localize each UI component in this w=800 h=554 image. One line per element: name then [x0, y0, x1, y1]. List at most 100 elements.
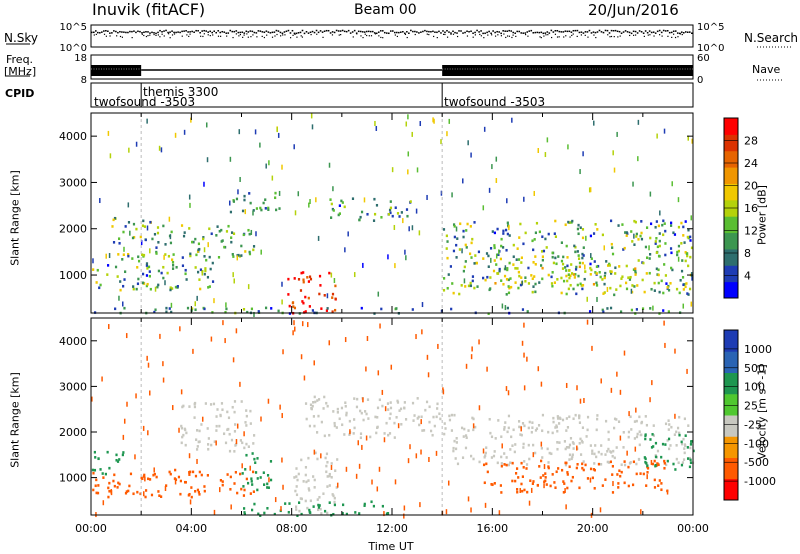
power-panel-cell: [596, 228, 599, 231]
velocity-panel-cell: [243, 507, 246, 510]
nsky-point: [414, 33, 416, 36]
nsearch-point: [259, 30, 262, 32]
nsearch-point: [119, 30, 121, 33]
nsky-point: [352, 36, 354, 38]
nsearch-point: [305, 30, 308, 33]
velocity-panel-cell: [366, 398, 370, 401]
velocity-panel-cell: [646, 466, 650, 470]
velocity-panel-cell: [358, 463, 361, 469]
power-panel-cell: [522, 242, 525, 246]
velocity-panel-cell: [198, 440, 201, 443]
velocity-panel-cell: [335, 486, 338, 489]
power-panel-cell: [663, 128, 666, 134]
power-panel-cell: [375, 203, 379, 207]
power-panel-cell: [681, 259, 684, 262]
velocity-panel-cell: [583, 398, 585, 404]
velocity-panel-cell: [554, 426, 557, 429]
power-panel-cell: [148, 274, 151, 278]
velocity-panel-cell: [505, 386, 508, 392]
nsearch-point: [117, 31, 119, 34]
velocity-panel-cell: [381, 389, 384, 395]
velocity-panel-cell: [515, 467, 519, 470]
power-panel-cell: [579, 226, 582, 229]
power-panel-cell: [375, 125, 378, 131]
velocity-panel-cell: [646, 474, 648, 480]
power-panel-cell: [556, 278, 559, 281]
nsearch-point: [189, 31, 191, 33]
power-panel-cell: [257, 310, 260, 313]
power-panel-cell: [665, 282, 668, 285]
power-panel-cell: [387, 212, 391, 216]
power-panel-cell: [307, 280, 311, 283]
velocity-panel-cell: [106, 450, 109, 454]
power-panel-cell: [670, 221, 673, 225]
nsearch-point: [369, 30, 372, 33]
velocity-panel-cell: [503, 463, 506, 466]
velocity-panel-cell: [364, 410, 367, 413]
velocity-panel-cell: [421, 329, 423, 335]
velocity-panel-cell: [574, 413, 577, 417]
velocity-panel-cell: [403, 505, 406, 511]
nsearch-point: [628, 31, 631, 34]
nsky-point: [613, 36, 615, 38]
power-panel-cell: [145, 264, 149, 267]
power-panel-cell: [123, 278, 126, 281]
nsky-point: [220, 35, 222, 37]
velocity-panel-cell: [596, 417, 599, 421]
power-panel-cell: [594, 271, 597, 274]
nsky-point: [266, 34, 268, 36]
velocity-panel-cell: [683, 417, 686, 421]
velocity-panel-cell: [180, 426, 184, 430]
nsearch-point: [468, 30, 470, 33]
power-panel-cell: [232, 255, 235, 258]
velocity-panel-cell: [353, 397, 356, 400]
velocity-panel-cell: [425, 400, 429, 404]
velocity-panel-cell: [467, 429, 470, 432]
power-panel-cell: [124, 270, 127, 274]
nsearch-point: [448, 31, 450, 33]
nsky-point: [428, 33, 430, 36]
velocity-panel-cell: [646, 464, 649, 468]
velocity-panel-cell: [548, 451, 551, 455]
nsearch-point: [353, 29, 356, 32]
velocity-panel-cell: [622, 446, 625, 449]
power-panel-cell: [411, 308, 414, 311]
velocity-panel-cell: [212, 402, 216, 406]
nsearch-point: [229, 29, 232, 32]
power-panel-cell: [373, 197, 376, 201]
power-panel-cell: [554, 235, 558, 238]
nsearch-point: [223, 31, 226, 33]
velocity-panel-cell: [324, 456, 327, 460]
velocity-panel-cell: [585, 435, 588, 438]
power-panel-cell: [498, 269, 501, 273]
nsearch-point: [652, 31, 655, 33]
velocity-panel-cell: [245, 442, 248, 446]
power-panel-cell: [409, 200, 412, 203]
power-panel-cell: [308, 202, 310, 208]
nsearch-point: [209, 30, 211, 33]
nsky-point: [442, 33, 445, 35]
nsearch-point: [438, 30, 440, 33]
power-panel-cell: [146, 282, 149, 286]
velocity-panel-cell: [568, 443, 572, 447]
power-panel-cell: [493, 259, 496, 262]
velocity-panel-cell: [657, 463, 660, 467]
velocity-panel-cell: [520, 461, 523, 465]
velocity-panel-cell: [162, 377, 165, 383]
velocity-panel-cell: [519, 487, 522, 493]
velocity-panel-cell: [132, 492, 135, 496]
velocity-panel-cell: [108, 489, 111, 493]
velocity-panel-cell: [431, 433, 434, 437]
velocity-panel-cell: [601, 484, 604, 487]
velocity-panel-cell: [584, 463, 587, 467]
velocity-panel-cell: [180, 441, 183, 445]
power-panel-cell: [236, 255, 239, 261]
freq-tick-top: 18: [74, 53, 87, 64]
power-panel-cell: [330, 202, 333, 206]
power-panel-cell: [589, 187, 592, 193]
nsearch-point: [600, 31, 603, 33]
power-colorbar-swatch: [724, 183, 738, 201]
power-colorbar-swatch: [724, 150, 738, 168]
nsky-point: [189, 33, 191, 35]
power-panel-cell: [663, 222, 666, 225]
